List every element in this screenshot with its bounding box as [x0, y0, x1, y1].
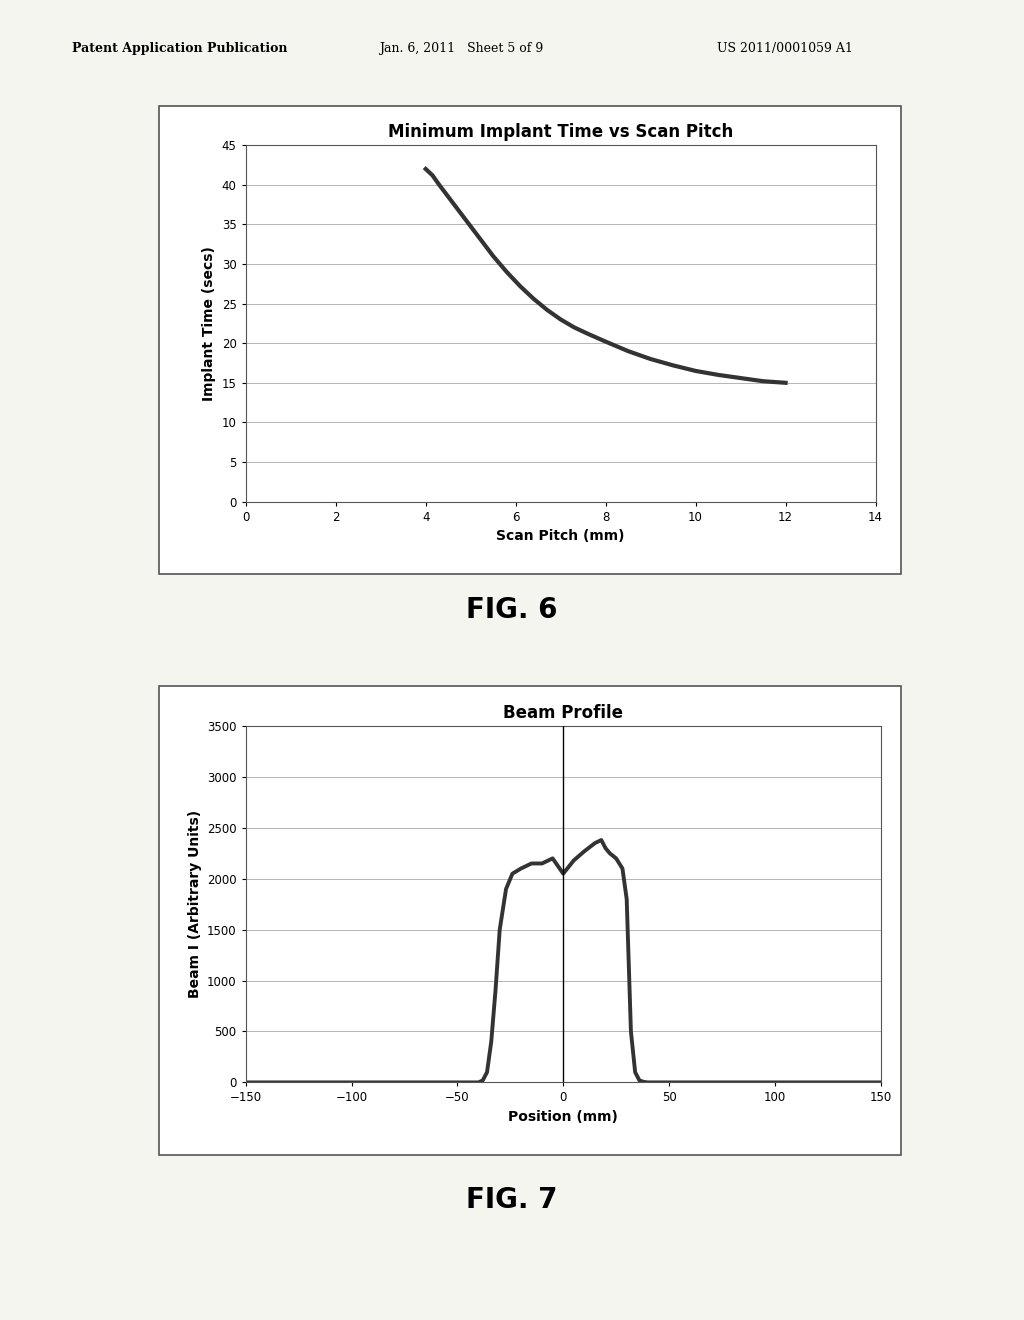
- Text: Patent Application Publication: Patent Application Publication: [72, 42, 287, 55]
- Title: Beam Profile: Beam Profile: [503, 704, 624, 722]
- Title: Minimum Implant Time vs Scan Pitch: Minimum Implant Time vs Scan Pitch: [388, 123, 733, 141]
- X-axis label: Scan Pitch (mm): Scan Pitch (mm): [497, 529, 625, 544]
- Text: FIG. 7: FIG. 7: [466, 1185, 558, 1214]
- Y-axis label: Beam I (Arbitrary Units): Beam I (Arbitrary Units): [187, 810, 202, 998]
- X-axis label: Position (mm): Position (mm): [508, 1110, 618, 1125]
- Y-axis label: Implant Time (secs): Implant Time (secs): [203, 246, 216, 401]
- Text: FIG. 6: FIG. 6: [466, 595, 558, 624]
- Text: Jan. 6, 2011   Sheet 5 of 9: Jan. 6, 2011 Sheet 5 of 9: [379, 42, 543, 55]
- Text: US 2011/0001059 A1: US 2011/0001059 A1: [717, 42, 853, 55]
